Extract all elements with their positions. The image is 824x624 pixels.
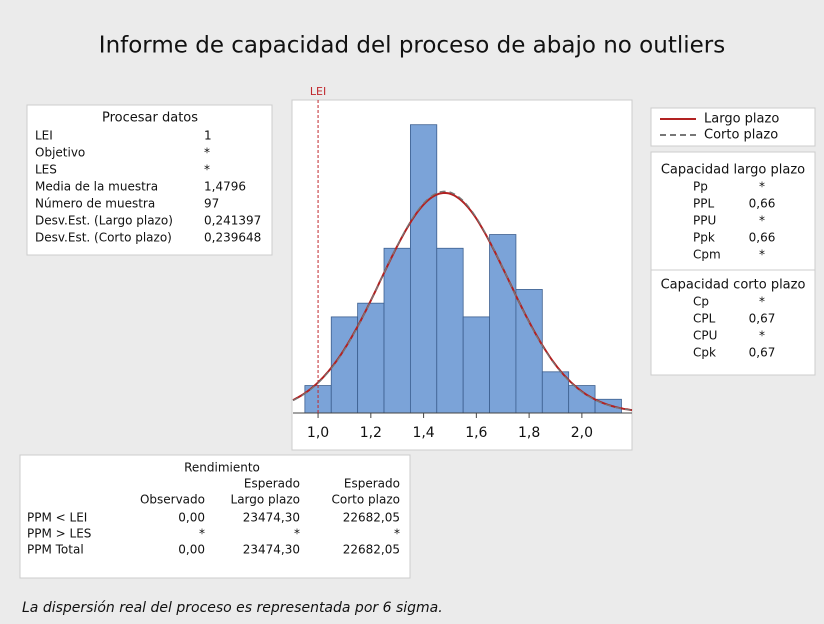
row-label: Número de muestra <box>35 197 155 211</box>
row-value: 1 <box>204 129 212 143</box>
yield-cell: 23474,30 <box>243 543 300 557</box>
cap-label: CPL <box>693 312 716 326</box>
yield-cell: 0,00 <box>178 511 205 525</box>
cap-title: Capacidad largo plazo <box>661 163 805 178</box>
yield-cell: * <box>294 527 300 541</box>
yield-header-top: Esperado <box>344 477 400 491</box>
cap-label: Cp <box>693 295 709 309</box>
cap-value: * <box>759 329 765 343</box>
yield-header-top: Esperado <box>244 477 300 491</box>
footnote: La dispersión real del proceso es repres… <box>22 600 443 616</box>
bar <box>330 316 359 414</box>
cap-label: Ppk <box>693 231 715 245</box>
row-label: LEI <box>35 129 53 143</box>
row-value: 0,239648 <box>204 231 261 245</box>
yield-label: PPM < LEI <box>27 511 87 525</box>
x-tick-label: 1,8 <box>518 425 540 441</box>
yield-header: Observado <box>140 493 205 507</box>
cap-value: 0,66 <box>749 197 776 211</box>
yield-header: Corto plazo <box>332 493 400 507</box>
legend-label: Largo plazo <box>704 112 779 127</box>
bar <box>409 124 438 414</box>
row-value: * <box>204 163 210 177</box>
cap-label: PPL <box>693 197 714 211</box>
cap-value: * <box>759 248 765 262</box>
cap-value: * <box>759 295 765 309</box>
cap-label: Cpm <box>693 248 721 262</box>
cap-label: Cpk <box>693 346 716 360</box>
row-label: Desv.Est. (Largo plazo) <box>35 214 173 228</box>
limit-label: LEI <box>310 85 326 98</box>
yield-cell: * <box>394 527 400 541</box>
legend-label: Corto plazo <box>704 128 778 143</box>
cap-value: * <box>759 180 765 194</box>
yield-label: PPM Total <box>27 543 84 557</box>
x-tick-label: 1,4 <box>412 425 434 441</box>
cap-value: 0,67 <box>749 312 776 326</box>
capability-box <box>650 151 816 376</box>
x-tick-label: 1,0 <box>307 425 329 441</box>
row-value: 1,4796 <box>204 180 246 194</box>
yield-label: PPM > LES <box>27 527 91 541</box>
yield-cell: 0,00 <box>178 543 205 557</box>
yield-cell: 22682,05 <box>343 543 400 557</box>
cap-value: * <box>759 214 765 228</box>
cap-label: CPU <box>693 329 717 343</box>
bar <box>383 247 411 414</box>
x-tick-label: 1,6 <box>465 425 487 441</box>
yield-title: Rendimiento <box>184 461 260 475</box>
cap-title: Capacidad corto plazo <box>661 278 806 293</box>
fit-curve <box>292 190 633 411</box>
title: Informe de capacidad del proceso de abaj… <box>99 33 725 59</box>
cap-value: 0,66 <box>749 231 776 245</box>
bar <box>489 234 517 414</box>
bar <box>515 289 543 414</box>
row-label: Media de la muestra <box>35 180 158 194</box>
bar <box>436 247 464 414</box>
row-label: LES <box>35 163 57 177</box>
yield-header: Largo plazo <box>231 493 300 507</box>
row-label: Desv.Est. (Corto plazo) <box>35 231 172 245</box>
yield-cell: 22682,05 <box>343 511 400 525</box>
bar <box>462 316 490 414</box>
yield-cell: 23474,30 <box>243 511 300 525</box>
x-tick-label: 1,2 <box>360 425 382 441</box>
bar <box>541 371 570 414</box>
bar <box>568 385 596 414</box>
cap-value: 0,67 <box>749 346 776 360</box>
cap-label: Pp <box>693 180 708 194</box>
bar <box>357 302 385 414</box>
row-label: Objetivo <box>35 146 85 160</box>
cap-label: PPU <box>693 214 716 228</box>
legend-box <box>650 107 816 147</box>
table-title: Procesar datos <box>102 111 198 126</box>
process-box <box>26 104 273 256</box>
row-value: 97 <box>204 197 219 211</box>
row-value: 0,241397 <box>204 214 261 228</box>
yield-box <box>19 454 411 579</box>
yield-cell: * <box>199 527 205 541</box>
x-tick-label: 2,0 <box>571 425 593 441</box>
row-value: * <box>204 146 210 160</box>
